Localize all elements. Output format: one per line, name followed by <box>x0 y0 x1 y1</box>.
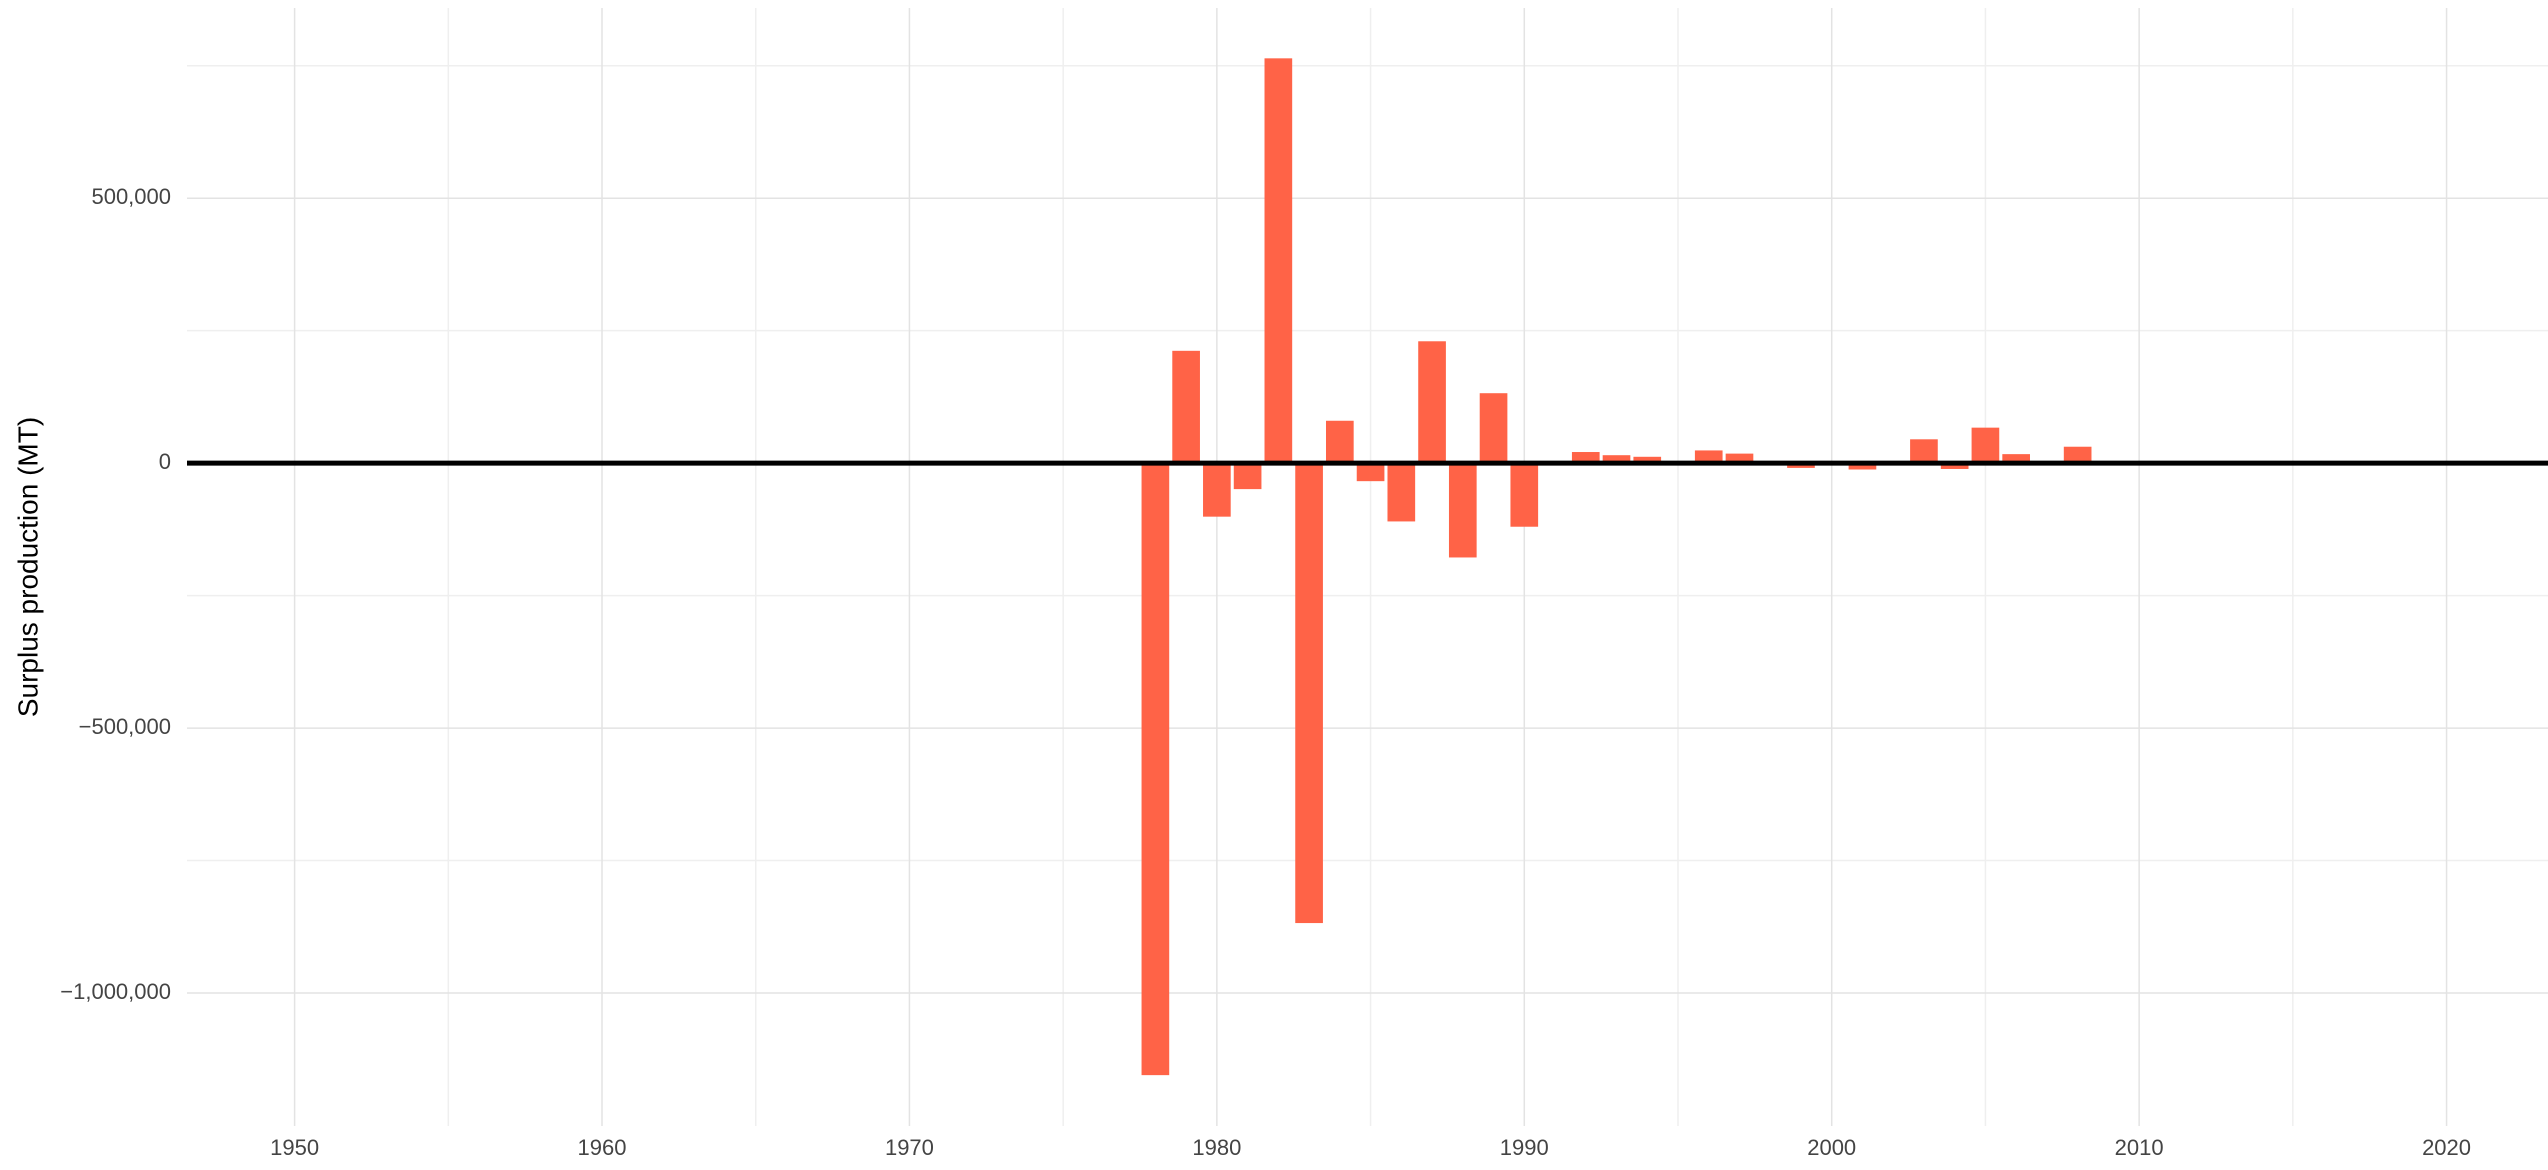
bar <box>1172 350 1200 464</box>
bar <box>1418 341 1446 464</box>
x-tick-label: 2020 <box>2422 1135 2471 1160</box>
bar <box>1479 393 1508 464</box>
bar <box>1203 463 1231 517</box>
x-tick-label: 1960 <box>578 1135 627 1160</box>
bar <box>1295 463 1323 924</box>
y-tick-label: −500,000 <box>79 714 171 739</box>
x-tick-label: 1990 <box>1500 1135 1549 1160</box>
bar <box>1448 463 1477 558</box>
bar <box>2002 454 2030 464</box>
y-tick-label: 500,000 <box>91 184 171 209</box>
bar <box>1387 463 1416 522</box>
bar <box>1940 463 1969 469</box>
bar <box>1694 450 1723 464</box>
bar <box>1325 420 1354 464</box>
bar <box>1356 463 1385 482</box>
bar <box>1725 453 1754 464</box>
bar <box>1264 58 1293 464</box>
bar <box>1602 455 1631 464</box>
bar <box>1233 463 1262 490</box>
x-tick-label: 1980 <box>1192 1135 1241 1160</box>
bar <box>1910 439 1938 464</box>
bar <box>1848 463 1877 470</box>
bar <box>2063 446 2092 464</box>
x-tick-label: 2000 <box>1807 1135 1856 1160</box>
bar <box>1571 452 1600 464</box>
bar <box>1633 456 1662 464</box>
x-tick-label: 1950 <box>270 1135 319 1160</box>
bar <box>1141 463 1170 1076</box>
bar <box>1510 463 1539 527</box>
y-axis-label: Surplus production (MT) <box>12 417 43 717</box>
x-tick-label: 1970 <box>885 1135 934 1160</box>
y-tick-label: 0 <box>159 449 171 474</box>
x-tick-label: 2010 <box>2115 1135 2164 1160</box>
y-tick-label: −1,000,000 <box>60 979 171 1004</box>
bar <box>1971 427 2000 464</box>
